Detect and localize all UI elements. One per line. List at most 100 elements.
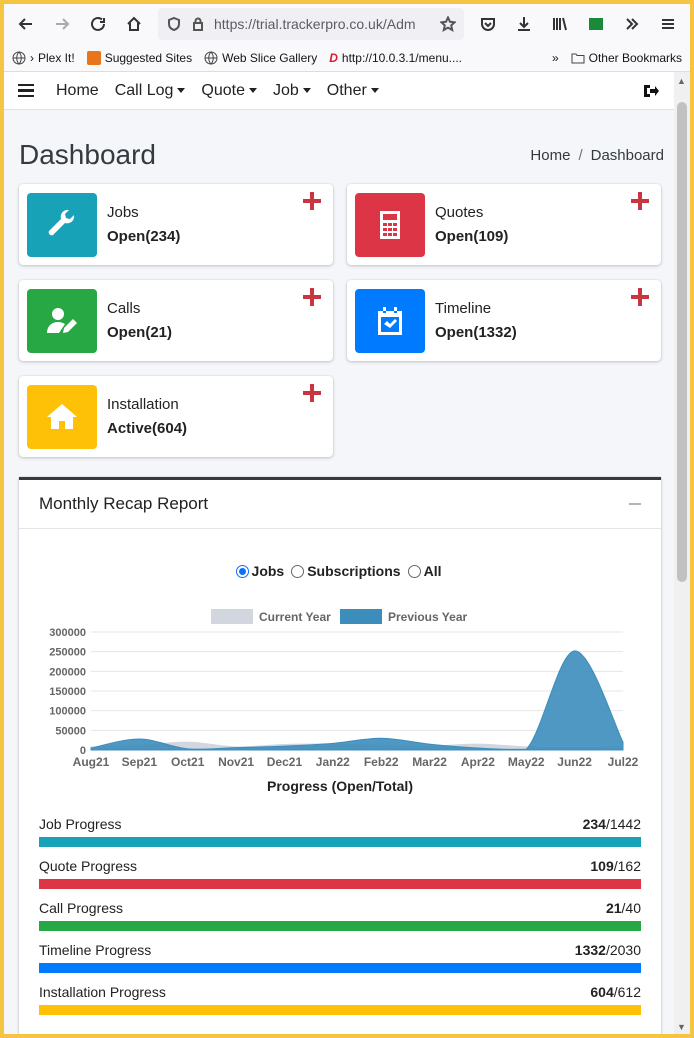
caret-down-icon [248, 88, 257, 93]
router-logo-icon: D [329, 50, 338, 65]
add-call-icon[interactable] [303, 288, 321, 306]
scroll-down-icon[interactable]: ▼ [677, 1022, 686, 1032]
bookmarks-overflow-icon[interactable]: » [551, 50, 559, 65]
breadcrumb-home[interactable]: Home [530, 146, 571, 164]
logout-icon[interactable] [642, 82, 660, 100]
lock-icon [193, 17, 203, 31]
caret-down-icon [177, 88, 186, 93]
forward-icon[interactable] [46, 8, 78, 40]
info-box-calls[interactable]: Calls Open(21) [19, 280, 333, 361]
radio-unchecked-icon[interactable] [407, 564, 421, 578]
box-title: Installation [107, 395, 179, 413]
info-box-installation[interactable]: Installation Active(604) [19, 376, 333, 457]
filter-all[interactable]: All [407, 563, 441, 579]
y-tick-label: 50000 [55, 725, 86, 737]
page-scrollbar[interactable]: ▲ ▼ [674, 72, 690, 1034]
progress-item: Call Progress 21/40 [39, 900, 641, 931]
calculator-icon [355, 192, 425, 257]
browser-window: https://trial.trackerpro.co.uk/Adm › Plex… [4, 4, 690, 1034]
scrollbar-thumb[interactable] [677, 102, 687, 582]
x-tick-label: Nov21 [218, 755, 254, 769]
y-tick-label: 100000 [49, 706, 86, 718]
filter-jobs[interactable]: Jobs [235, 563, 284, 579]
box-status: Active(604) [107, 419, 188, 437]
box-status: Open(1332) [435, 323, 517, 341]
info-box-quotes[interactable]: Quotes Open(109) [347, 184, 661, 265]
wrench-icon [27, 192, 97, 257]
globe-icon [204, 51, 218, 64]
monthly-recap-chart: Current Year Previous Year 300000 250000 200… [49, 609, 639, 769]
page-content: Home Call Log Quote Job Other Dashboard … [4, 72, 674, 1034]
add-installation-icon[interactable] [303, 384, 321, 402]
x-tick-label: May22 [508, 755, 545, 769]
card-header: Monthly Recap Report [19, 480, 661, 529]
home-icon [27, 384, 97, 449]
nav-other[interactable]: Other [327, 82, 379, 100]
nav-home[interactable]: Home [56, 81, 99, 99]
add-job-icon[interactable] [303, 192, 321, 210]
star-icon[interactable] [440, 16, 456, 32]
reload-icon[interactable] [82, 8, 114, 40]
progress-label: Quote Progress [39, 858, 138, 874]
progress-label: Timeline Progress [39, 942, 152, 958]
y-tick-label: 250000 [49, 647, 86, 659]
pocket-icon[interactable] [472, 8, 504, 40]
legend-swatch [340, 609, 382, 624]
breadcrumb-separator: / [578, 146, 583, 164]
y-tick-label: 0 [80, 745, 86, 757]
nav-quote[interactable]: Quote [201, 82, 257, 100]
progress-value: 234/1442 [582, 816, 641, 832]
bookmark-web-slice[interactable]: Web Slice Gallery [204, 51, 317, 65]
progress-bar [39, 963, 641, 973]
bookmark-suggested-sites[interactable]: Suggested Sites [86, 50, 192, 65]
progress-bar [39, 1005, 641, 1015]
radio-unchecked-icon[interactable] [291, 564, 305, 578]
download-icon[interactable] [508, 8, 540, 40]
info-box-jobs[interactable]: Jobs Open(234) [19, 184, 333, 265]
filter-subscriptions[interactable]: Subscriptions [291, 563, 401, 579]
x-tick-label: Jan22 [316, 755, 350, 769]
globe-icon [12, 51, 26, 64]
legend-label: Previous Year [388, 610, 467, 624]
sidebar-toggle-icon[interactable] [18, 83, 34, 98]
user-edit-icon [27, 288, 97, 353]
folder-icon [571, 53, 585, 63]
scroll-up-icon[interactable]: ▲ [677, 76, 686, 86]
radio-checked-icon[interactable] [235, 564, 249, 578]
nav-job[interactable]: Job [273, 82, 311, 100]
add-quote-icon[interactable] [631, 192, 649, 210]
box-status: Open(21) [107, 323, 173, 341]
nav-call-log[interactable]: Call Log [115, 82, 186, 100]
calendar-check-icon [355, 288, 425, 353]
back-icon[interactable] [10, 8, 42, 40]
x-tick-label: Apr22 [461, 755, 495, 769]
x-tick-label: Mar22 [412, 755, 447, 769]
progress-item: Installation Progress 604/612 [39, 984, 641, 1015]
home-nav-icon[interactable] [118, 8, 150, 40]
library-icon[interactable] [544, 8, 576, 40]
page-title: Dashboard [19, 139, 156, 170]
info-box-timeline[interactable]: Timeline Open(1332) [347, 280, 661, 361]
address-bar[interactable]: https://trial.trackerpro.co.uk/Adm [158, 8, 464, 40]
progress-bar [39, 921, 641, 931]
add-timeline-icon[interactable] [631, 288, 649, 306]
x-tick-label: Jul22 [608, 755, 639, 769]
x-tick-label: Oct21 [171, 755, 205, 769]
extension-icon[interactable] [580, 8, 612, 40]
bookmark-plex[interactable]: › Plex It! [12, 51, 75, 65]
legend-label: Current Year [259, 610, 331, 624]
box-status: Open(109) [435, 227, 509, 245]
progress-item: Quote Progress 109/162 [39, 858, 641, 889]
overflow-icon[interactable] [616, 8, 648, 40]
bookmarks-bar: › Plex It! Suggested Sites Web Slice Gall… [4, 44, 690, 72]
report-filter: Jobs Subscriptions All [19, 563, 661, 579]
menu-icon[interactable] [652, 8, 684, 40]
info-boxes: Jobs Open(234) Quotes Open(109) Calls Open(… [4, 182, 674, 472]
legend-swatch [211, 609, 253, 624]
y-tick-label: 150000 [49, 686, 86, 698]
series-area-previous-year [90, 650, 624, 751]
bookmark-other[interactable]: Other Bookmarks [571, 51, 682, 65]
collapse-icon[interactable] [629, 503, 641, 505]
box-title: Timeline [435, 299, 492, 317]
